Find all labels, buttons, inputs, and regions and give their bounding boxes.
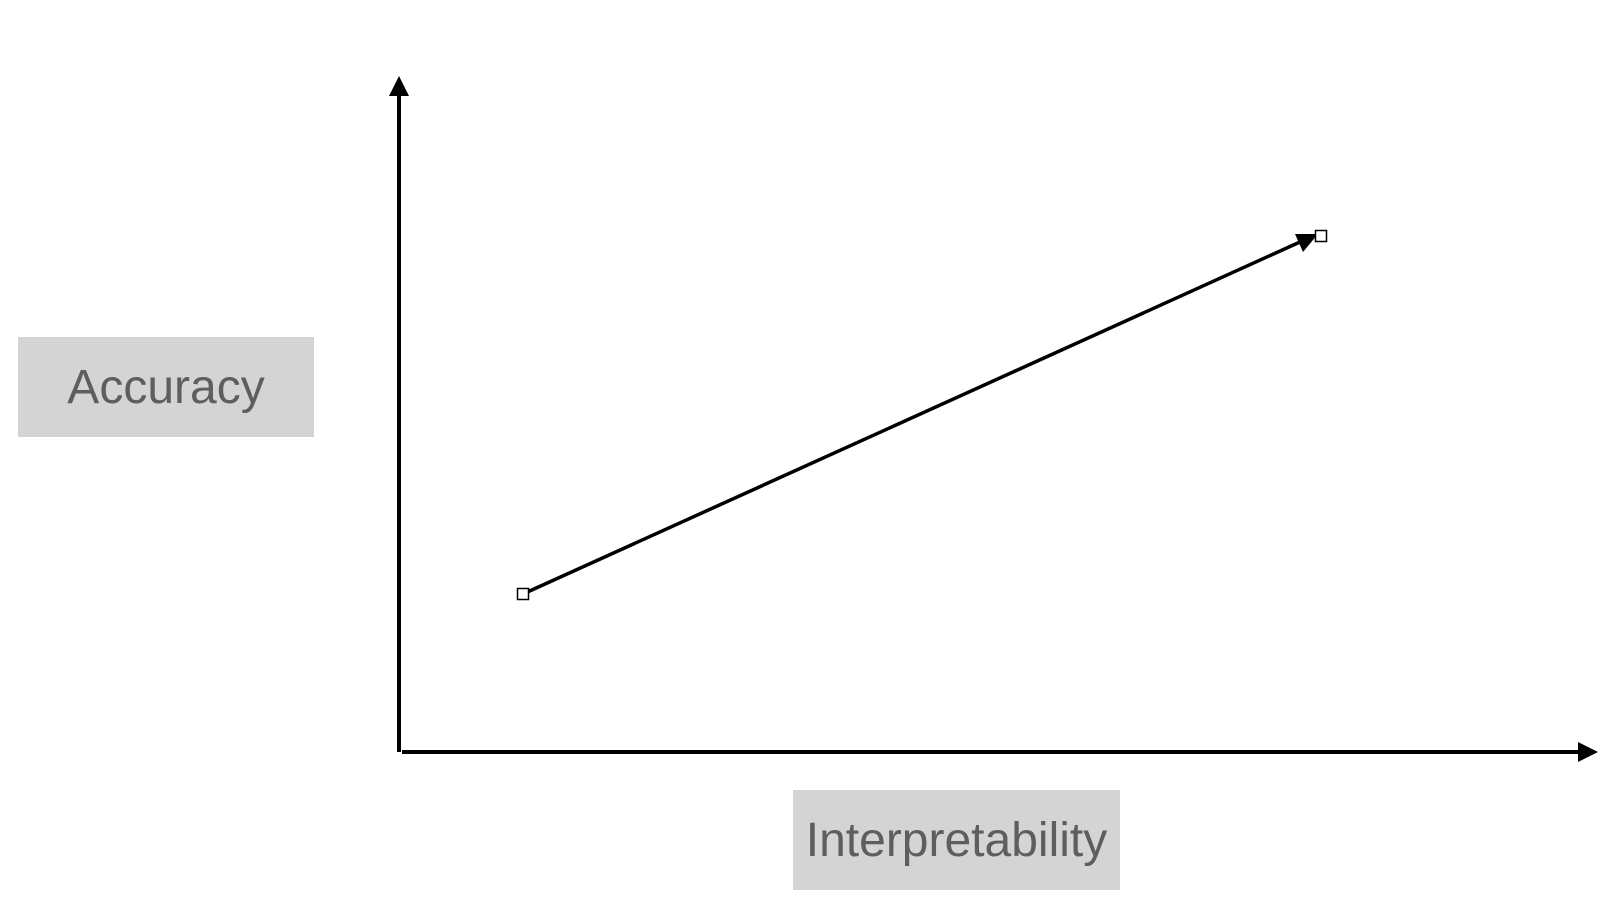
start-handle (516, 587, 530, 601)
y-axis-label: Accuracy (18, 337, 314, 437)
x-axis-label-text: Interpretability (805, 813, 1108, 867)
end-handle (1314, 229, 1328, 243)
y-axis-arrowhead (389, 76, 409, 96)
y-axis (389, 76, 409, 752)
x-axis (402, 742, 1598, 762)
x-axis-label: Interpretability (793, 790, 1120, 890)
y-axis-label-text: Accuracy (67, 360, 265, 414)
trend-arrowhead (1295, 234, 1318, 252)
trend-arrow (516, 229, 1328, 601)
x-axis-arrowhead (1578, 742, 1598, 762)
